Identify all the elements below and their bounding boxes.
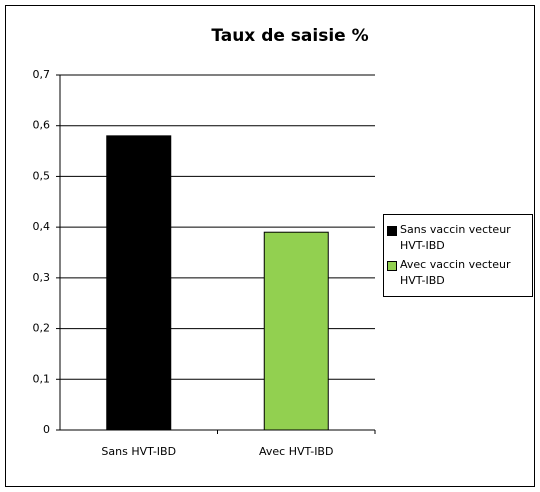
x-tick-label: Avec HVT-IBD [259,445,333,458]
y-tick-label: 0,1 [33,372,51,385]
bar [106,135,172,431]
y-tick-label: 0,4 [33,220,51,233]
legend-swatch [387,226,397,236]
chart-title: Taux de saisie % [211,26,368,46]
legend-label: Avec vaccin vecteur HVT-IBD [400,258,511,287]
bar [263,231,329,431]
legend-entry: Sans vaccin vecteur HVT-IBD [386,222,530,254]
x-tick-label: Sans HVT-IBD [101,445,176,458]
y-tick-label: 0,3 [33,271,51,284]
y-tick-label: 0,7 [33,68,51,81]
legend-entry: Avec vaccin vecteur HVT-IBD [386,257,530,289]
legend-swatch [387,261,397,271]
legend-label: Sans vaccin vecteur HVT-IBD [400,223,511,252]
y-tick-label: 0,2 [33,322,51,335]
y-tick-label: 0 [43,423,50,436]
legend: Sans vaccin vecteur HVT-IBD Avec vaccin v… [383,214,533,297]
y-tick-label: 0,5 [33,169,51,182]
y-tick-label: 0,6 [33,119,51,132]
